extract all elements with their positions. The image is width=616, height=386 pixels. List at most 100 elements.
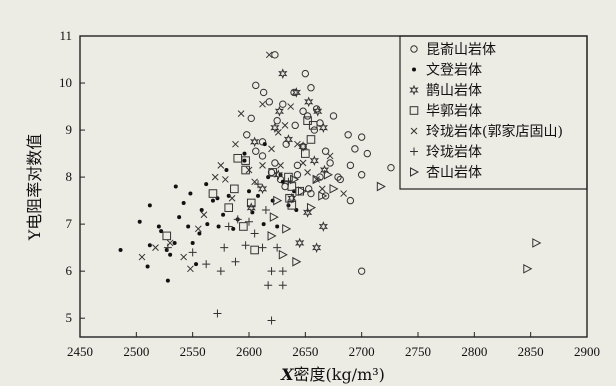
data-point-x: [268, 145, 275, 153]
data-point-x: [259, 161, 266, 169]
data-points: [118, 51, 542, 325]
data-point-dot: [168, 252, 173, 257]
data-point-plus: [213, 309, 222, 318]
data-point-circle: [303, 112, 312, 120]
legend-marker-x: [410, 127, 418, 135]
data-point-star: [273, 169, 283, 181]
data-point-plus: [261, 206, 270, 215]
data-point-dot: [205, 222, 210, 227]
data-point-square: [246, 198, 256, 208]
data-point-star: [274, 105, 285, 117]
data-point-dot: [216, 224, 221, 229]
data-point-circle: [293, 171, 302, 179]
data-point-x: [138, 253, 146, 261]
data-point-circle: [299, 107, 307, 115]
data-point-x: [217, 161, 225, 169]
legend-marker-triangle-right: [410, 167, 420, 177]
data-point-x: [304, 169, 311, 176]
data-point-square: [241, 165, 250, 175]
y-tick-label: 7: [66, 216, 73, 231]
data-point-circle: [247, 114, 255, 123]
data-point-triangle-right: [269, 212, 279, 222]
data-point-plus: [264, 281, 273, 290]
x-tick-label: 2550: [180, 344, 206, 359]
data-point-dot: [204, 182, 209, 187]
data-point-triangle-right: [323, 169, 333, 180]
data-point-star: [298, 141, 308, 152]
data-point-circle: [271, 159, 279, 167]
data-point-dot: [173, 184, 178, 189]
data-point-plus: [233, 215, 242, 224]
data-point-triangle-right: [273, 195, 283, 206]
data-point-dot: [190, 240, 195, 245]
data-point-star: [291, 87, 301, 98]
data-point-circle: [310, 126, 319, 134]
data-point-circle: [291, 121, 299, 130]
x-axis-ticks: 2450 2500 2550 2600 2650 2700 2750 2800 2850 2900: [67, 332, 600, 359]
data-point-circle: [258, 138, 267, 146]
data-point-star: [318, 221, 328, 232]
data-point-plus: [254, 180, 263, 189]
data-point-circle: [293, 161, 302, 170]
data-point-x: [277, 161, 284, 169]
data-point-square: [162, 231, 172, 241]
legend-label: 鹊山岩体: [426, 82, 482, 99]
data-point-plus: [216, 267, 225, 276]
y-tick-label: 8: [66, 169, 73, 184]
legend-label: 文登岩体: [426, 63, 482, 79]
x-axis-unit: 密度(kg/m³): [294, 365, 385, 384]
data-point-star: [270, 122, 280, 134]
x-axis-title: X密度(kg/m³): [280, 365, 385, 384]
y-tick-label: 11: [59, 28, 72, 43]
data-point-circle: [305, 185, 313, 193]
legend-label: 玲珑岩体: [426, 145, 482, 161]
data-point-star: [311, 242, 322, 253]
data-point-circle: [357, 171, 366, 179]
data-point-square: [268, 168, 277, 177]
data-point-square: [301, 149, 310, 158]
data-point-square: [287, 201, 297, 210]
data-point-x: [299, 159, 307, 167]
data-point-x: [232, 140, 239, 148]
data-point-x: [221, 176, 229, 183]
data-point-dot: [280, 179, 285, 184]
data-point-plus: [273, 243, 282, 252]
data-point-circle: [357, 133, 366, 141]
data-point-triangle-right: [282, 223, 292, 234]
data-point-dot: [262, 142, 267, 147]
data-point-dot: [231, 226, 236, 231]
data-point-plus: [245, 217, 253, 226]
data-point-circle: [259, 88, 268, 97]
x-tick-label: 2500: [123, 344, 149, 359]
data-point-star: [278, 68, 288, 79]
data-point-dot: [256, 193, 261, 198]
data-point-dot: [137, 219, 142, 224]
data-point-dot: [147, 243, 152, 248]
data-point-star: [246, 202, 256, 213]
data-point-x: [187, 265, 194, 273]
data-point-x: [274, 129, 282, 136]
data-point-triangle-right: [306, 202, 317, 213]
data-point-circle: [387, 163, 395, 172]
data-point-dot: [210, 198, 215, 203]
y-tick-label: 6: [66, 263, 73, 278]
data-point-square: [224, 203, 234, 212]
data-point-plus: [188, 248, 197, 257]
data-point-star: [318, 122, 328, 134]
data-point-square: [303, 116, 312, 125]
y-axis-ticks: 5 6 7 8 9 10 11: [59, 28, 85, 325]
data-point-triangle-right: [267, 231, 277, 241]
data-point-dot: [165, 278, 170, 283]
x-tick-label: 2450: [67, 344, 93, 359]
data-point-x: [228, 194, 236, 202]
x-tick-label: 2750: [405, 344, 431, 359]
data-point-triangle-right: [523, 263, 533, 274]
x-tick-label: 2650: [292, 344, 318, 359]
x-tick-label: 2600: [236, 344, 262, 359]
data-point-dot: [224, 168, 229, 173]
legend-marker-dot: [412, 67, 416, 72]
data-point-x: [326, 152, 334, 160]
data-point-star: [295, 237, 305, 249]
x-axis-variable: X: [280, 365, 294, 384]
